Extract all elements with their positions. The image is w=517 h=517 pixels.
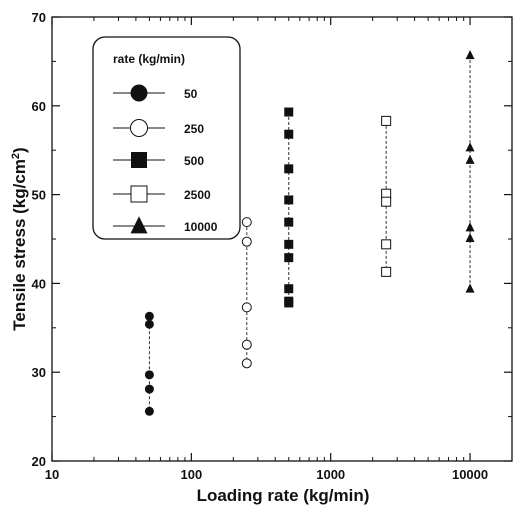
data-point — [144, 319, 154, 329]
data-point — [465, 50, 475, 60]
data-point — [284, 129, 294, 139]
legend-label: 2500 — [184, 188, 211, 202]
series-250 — [241, 217, 252, 369]
y-tick-label: 40 — [32, 276, 46, 291]
legend-marker — [130, 216, 148, 234]
y-axis-title-superscript: 2 — [10, 153, 22, 159]
data-point — [465, 154, 475, 164]
legend-entries: 50 250 500 2500 10000 — [113, 84, 218, 234]
series-layer — [144, 50, 475, 416]
data-point — [241, 302, 252, 313]
data-point — [144, 311, 154, 321]
data-point — [241, 358, 252, 369]
data-point — [465, 283, 475, 293]
data-point — [465, 222, 475, 232]
x-tick-label: 100 — [180, 467, 202, 482]
data-point — [144, 406, 154, 416]
data-point — [465, 142, 475, 152]
series-50 — [144, 311, 154, 416]
legend-box — [92, 36, 241, 240]
series-10000 — [465, 50, 475, 293]
data-point — [241, 217, 252, 228]
y-axis-title-suffix: ) — [10, 147, 29, 153]
y-tick-label: 60 — [32, 99, 46, 114]
y-tick-label: 30 — [32, 365, 46, 380]
data-point — [284, 217, 294, 227]
legend-marker — [131, 152, 147, 168]
series-500 — [284, 107, 294, 308]
data-point — [241, 339, 252, 350]
legend-entry: 250 — [113, 119, 204, 137]
data-point — [284, 195, 294, 205]
data-point — [381, 115, 392, 126]
legend-entry: 10000 — [113, 216, 218, 234]
data-point — [381, 196, 392, 207]
legend-label: 500 — [184, 154, 204, 168]
legend-marker — [130, 84, 148, 102]
y-tick-label: 20 — [32, 454, 46, 469]
data-point — [465, 232, 475, 242]
data-point — [144, 384, 154, 394]
legend-entry: 50 — [113, 84, 198, 102]
legend-label: 10000 — [184, 220, 218, 234]
x-tick-label: 10000 — [452, 467, 488, 482]
x-tick-label: 10 — [45, 467, 59, 482]
legend-label: 250 — [184, 122, 204, 136]
data-point — [284, 284, 294, 294]
series-2500 — [381, 115, 392, 277]
axis-ticks: 10 100 1000 10000 20 30 40 50 60 70 — [32, 10, 513, 482]
legend-marker — [130, 119, 148, 137]
legend-label: 50 — [184, 87, 198, 101]
legend-entry: 500 — [113, 152, 204, 168]
data-point — [381, 266, 392, 277]
y-axis-title-main: Tensile stress (kg/cm — [10, 159, 29, 331]
x-axis-title: Loading rate (kg/min) — [197, 486, 370, 505]
x-tick-label: 1000 — [316, 467, 345, 482]
data-point — [284, 164, 294, 174]
y-axis-title: Tensile stress (kg/cm2) — [10, 147, 29, 330]
data-point — [284, 107, 294, 117]
legend: rate (kg/min) 50 250 500 2500 10000 — [92, 36, 241, 240]
data-point — [241, 236, 252, 247]
legend-entry: 2500 — [113, 185, 211, 203]
y-tick-label: 70 — [32, 10, 46, 25]
legend-title: rate (kg/min) — [113, 52, 185, 66]
data-point — [144, 370, 154, 380]
data-point — [381, 239, 392, 250]
data-point — [284, 239, 294, 249]
data-point — [284, 253, 294, 263]
legend-marker — [130, 185, 148, 203]
data-point — [284, 298, 294, 308]
y-tick-label: 50 — [32, 188, 46, 203]
